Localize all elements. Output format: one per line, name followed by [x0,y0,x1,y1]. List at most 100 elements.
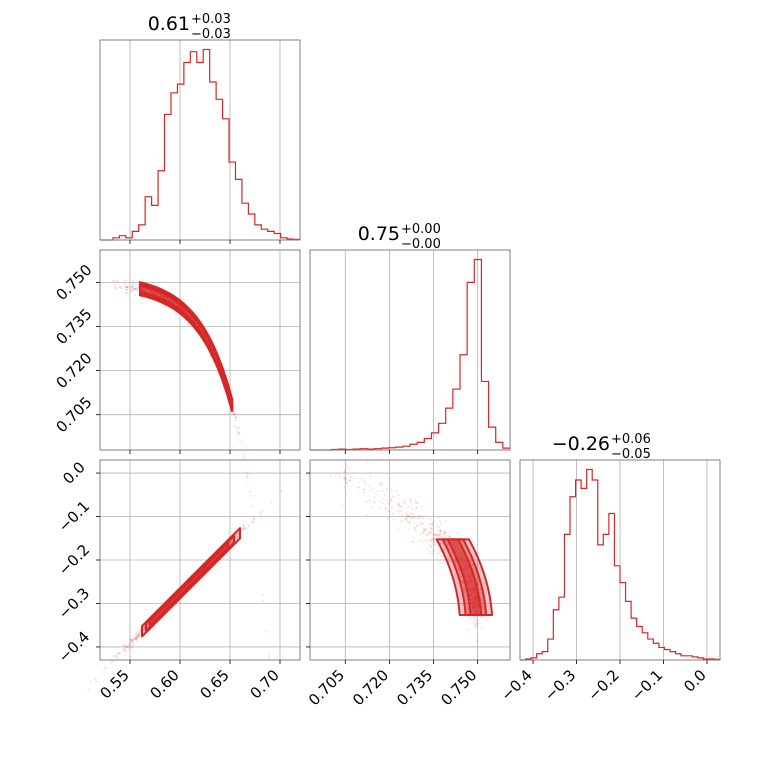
scatter-point [132,287,135,290]
scatter-point [463,590,466,593]
scatter-point [123,644,127,647]
scatter-point [475,640,479,643]
scatter-point [390,491,394,494]
scatter-point [343,468,347,472]
scatter-point [421,530,424,534]
scatter-point [427,531,431,535]
scatter-point [454,558,457,562]
scatter-point [280,489,283,493]
scatter-point [243,527,246,531]
scatter-point [137,633,140,636]
scatter-point [132,284,135,287]
scatter-point [242,524,245,527]
scatter-point [90,680,93,683]
scatter-point [343,476,346,479]
scatter-point [424,529,427,532]
scatter-point [432,532,435,535]
scatter-point [243,527,246,530]
scatter-point [242,527,245,531]
scatter-point [482,582,485,585]
scatter-point [130,285,133,289]
scatter-point [128,646,131,649]
scatter-point [438,549,441,552]
scatter-point [368,484,371,487]
scatter-point [424,533,428,536]
scatter-point [366,513,369,516]
scatter-point [112,279,115,283]
scatter-point [417,524,420,527]
scatter-point [242,525,245,528]
scatter-point [439,550,442,553]
scatter-point [432,549,435,552]
scatter-point [419,505,422,508]
scatter-point [113,283,116,286]
scatter-point [342,477,346,480]
scatter-point [115,656,119,659]
scatter-point [384,507,387,510]
scatter-point [375,493,378,496]
scatter-point [235,427,239,430]
scatter-point [409,512,412,515]
scatter-point [134,294,137,297]
scatter-point [429,539,432,542]
scatter-point [439,530,442,533]
scatter-point [157,302,160,305]
y-tick-label: 0.705 [52,393,95,436]
scatter-point [448,536,451,539]
x-tick-label: −0.3 [541,666,579,704]
scatter-point [357,485,361,489]
scatter-point [479,616,482,619]
scatter-point [124,286,128,289]
scatter-point [127,285,130,288]
scatter-point [384,507,388,510]
scatter-point [94,677,97,680]
scatter-point [126,288,129,291]
scatter-point [432,541,436,544]
scatter-point [475,574,478,577]
scatter-point [447,558,450,561]
scatter-point [132,288,135,291]
scatter-point [409,498,412,501]
scatter-point [431,527,434,530]
scatter-point [340,465,343,468]
scatter-point [413,526,416,529]
scatter-point [458,572,461,576]
panel-title-1: 0.75 +0.00−0.00 [358,222,441,252]
scatter-point [130,638,133,641]
scatter-point [345,477,348,480]
scatter-point [462,585,465,588]
contour-levels [141,527,241,638]
scatter-point [129,638,132,641]
scatter-point [430,527,433,530]
scatter-point [237,432,240,435]
y-tick-label: −0.2 [55,541,93,579]
x-tick-label: 0.65 [196,666,232,702]
scatter-point [348,479,351,482]
scatter-point [346,466,349,469]
scatter-point [348,467,351,471]
title-lower-error: −0.03 [191,27,231,42]
scatter-point [246,482,250,485]
scatter-point [125,288,128,292]
scatter-point [471,564,474,567]
scatter-point [236,533,239,536]
scatter-point [415,530,418,533]
scatter-point [473,569,476,572]
scatter-point [238,426,241,429]
scatter-point [345,492,348,496]
scatter-point [133,287,136,290]
scatter-point [372,501,375,504]
scatter-point [337,472,340,475]
scatter-point [372,487,375,490]
scatter-point [443,532,446,536]
scatter-point [228,542,232,545]
scatter-point [136,640,139,643]
scatter-point [433,533,436,537]
scatter-point [265,630,268,633]
scatter-point [87,689,90,692]
scatter-point [335,473,338,476]
scatter-point [481,603,484,607]
scatter-point [129,641,132,644]
scatter-point [125,645,129,648]
scatter-point [111,279,115,282]
